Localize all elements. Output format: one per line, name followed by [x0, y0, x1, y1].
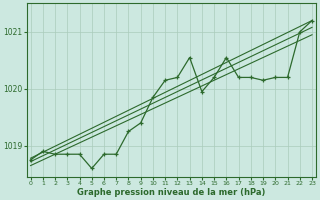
X-axis label: Graphe pression niveau de la mer (hPa): Graphe pression niveau de la mer (hPa) — [77, 188, 266, 197]
